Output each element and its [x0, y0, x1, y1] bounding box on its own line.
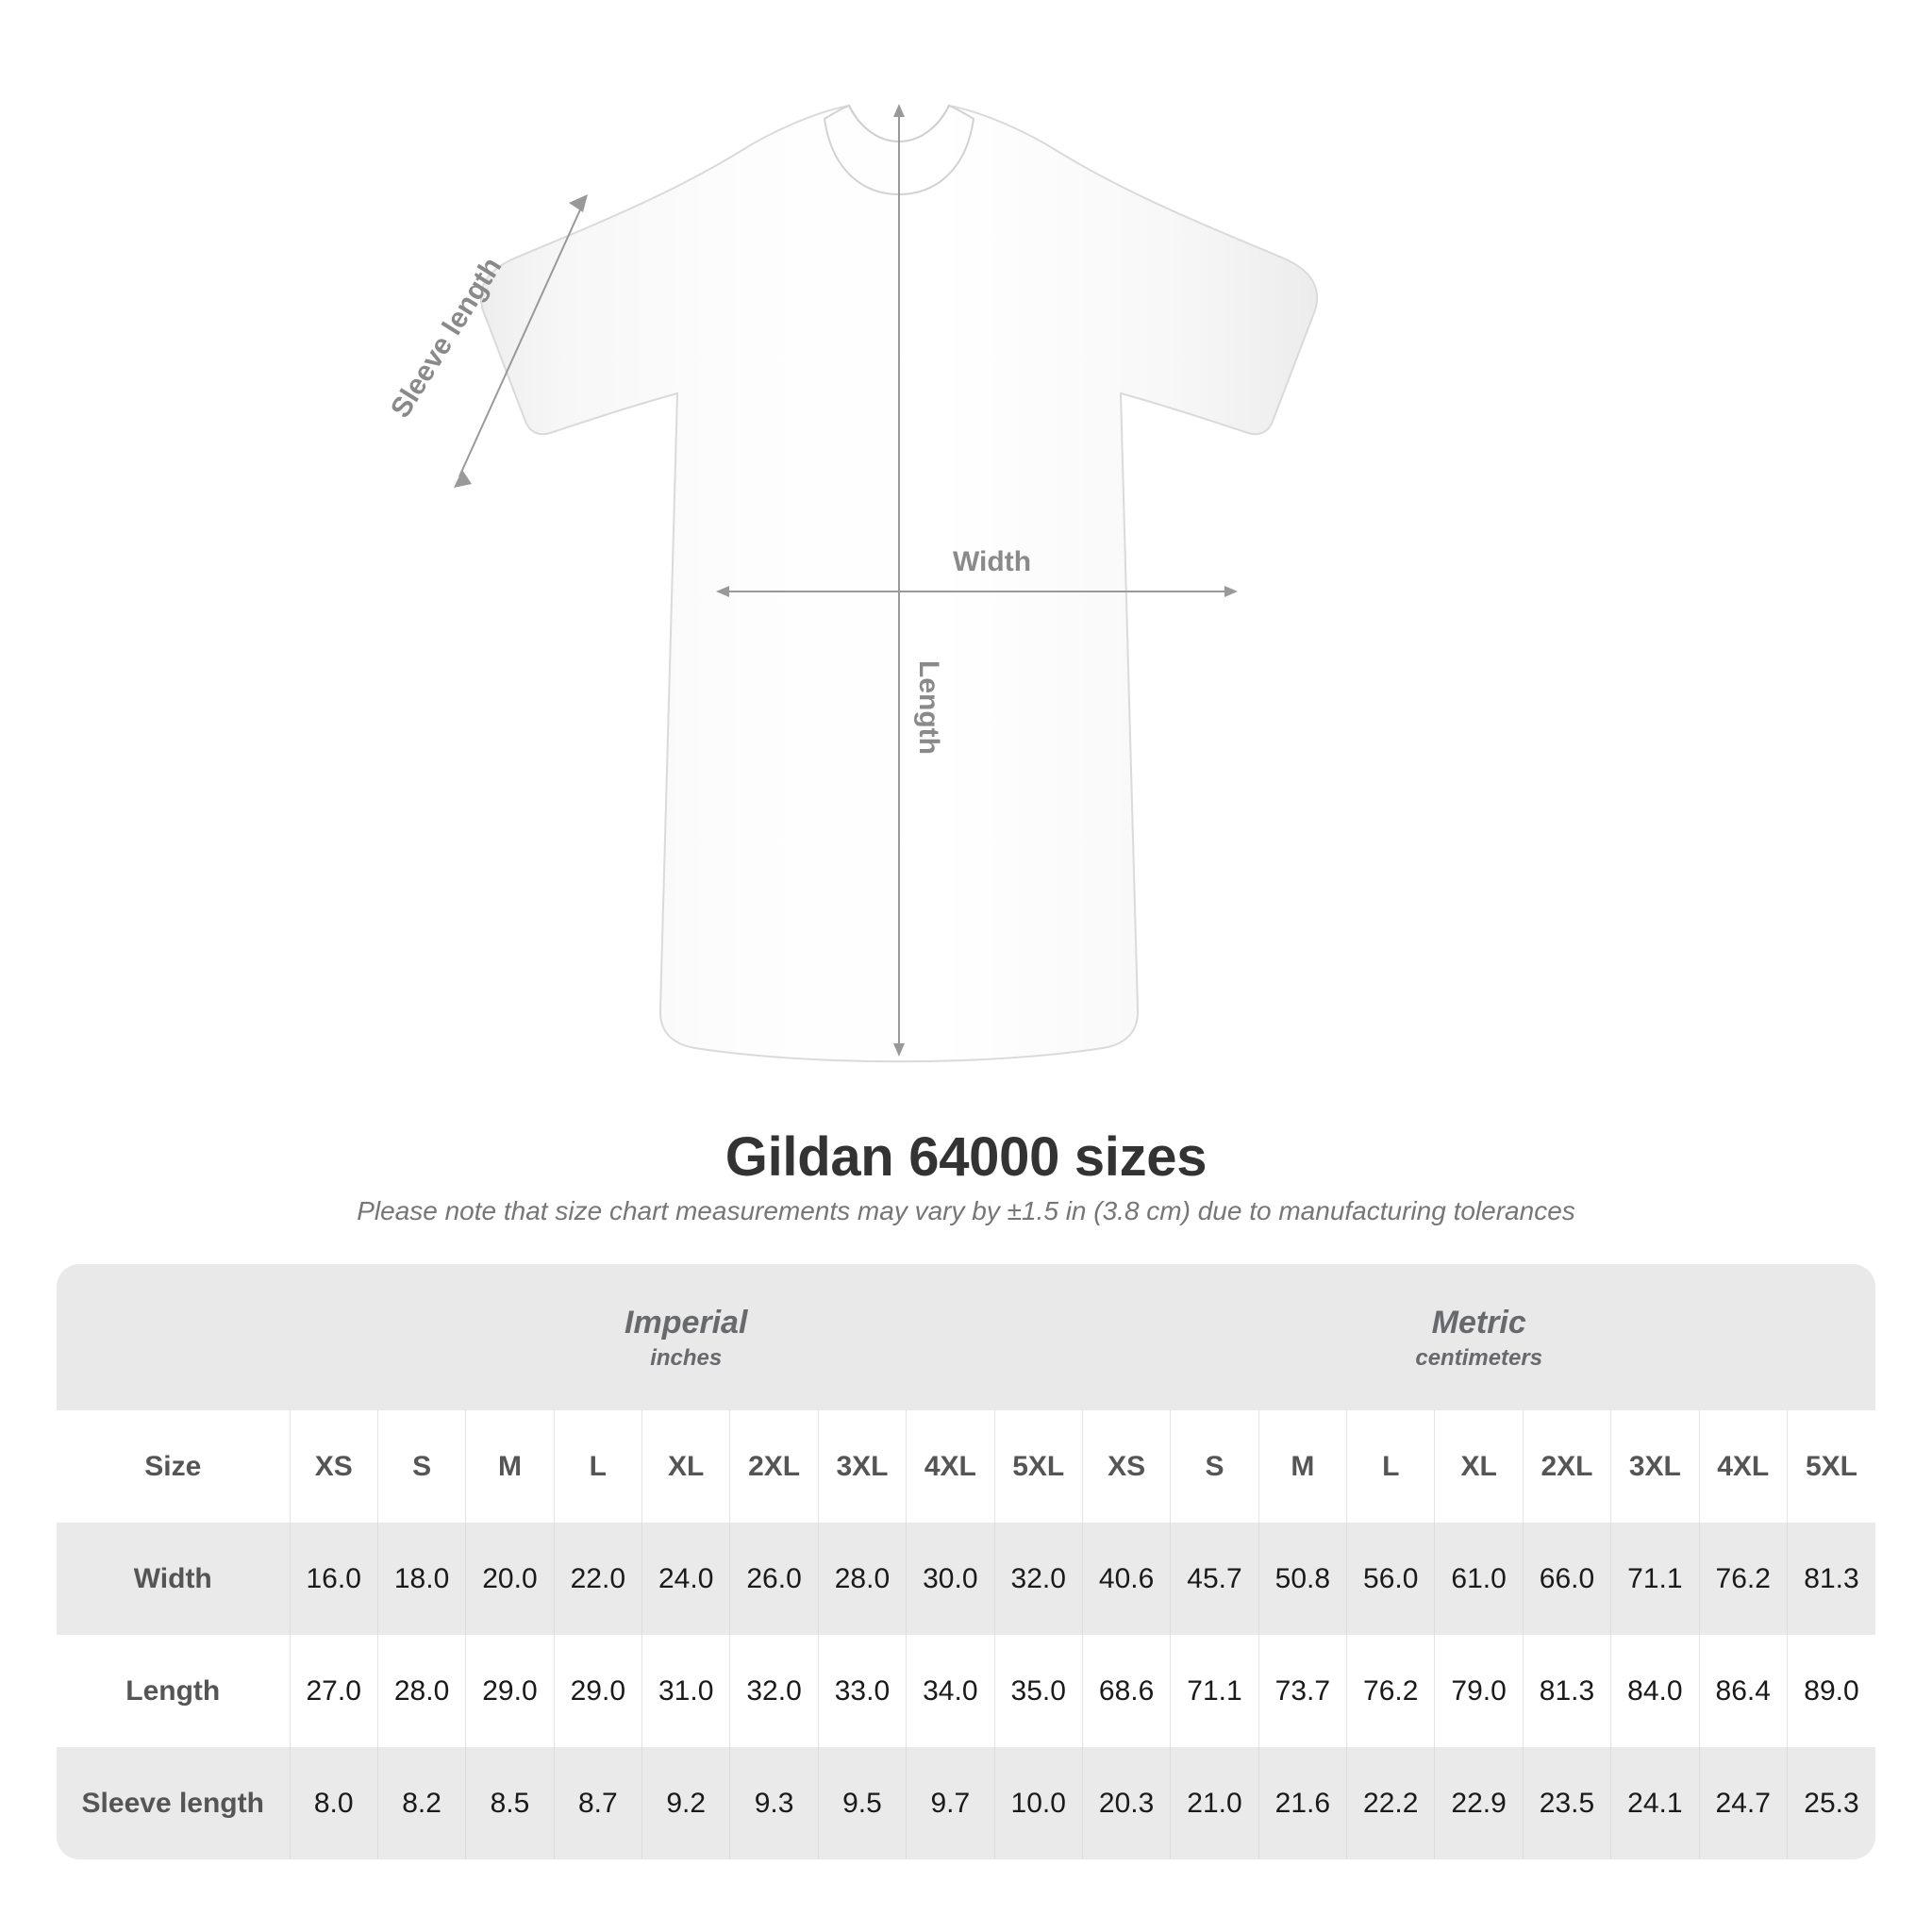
svg-text:Width: Width [953, 546, 1031, 577]
svg-text:Sleeve length: Sleeve length [385, 252, 508, 424]
svg-text:Length: Length [913, 660, 944, 755]
